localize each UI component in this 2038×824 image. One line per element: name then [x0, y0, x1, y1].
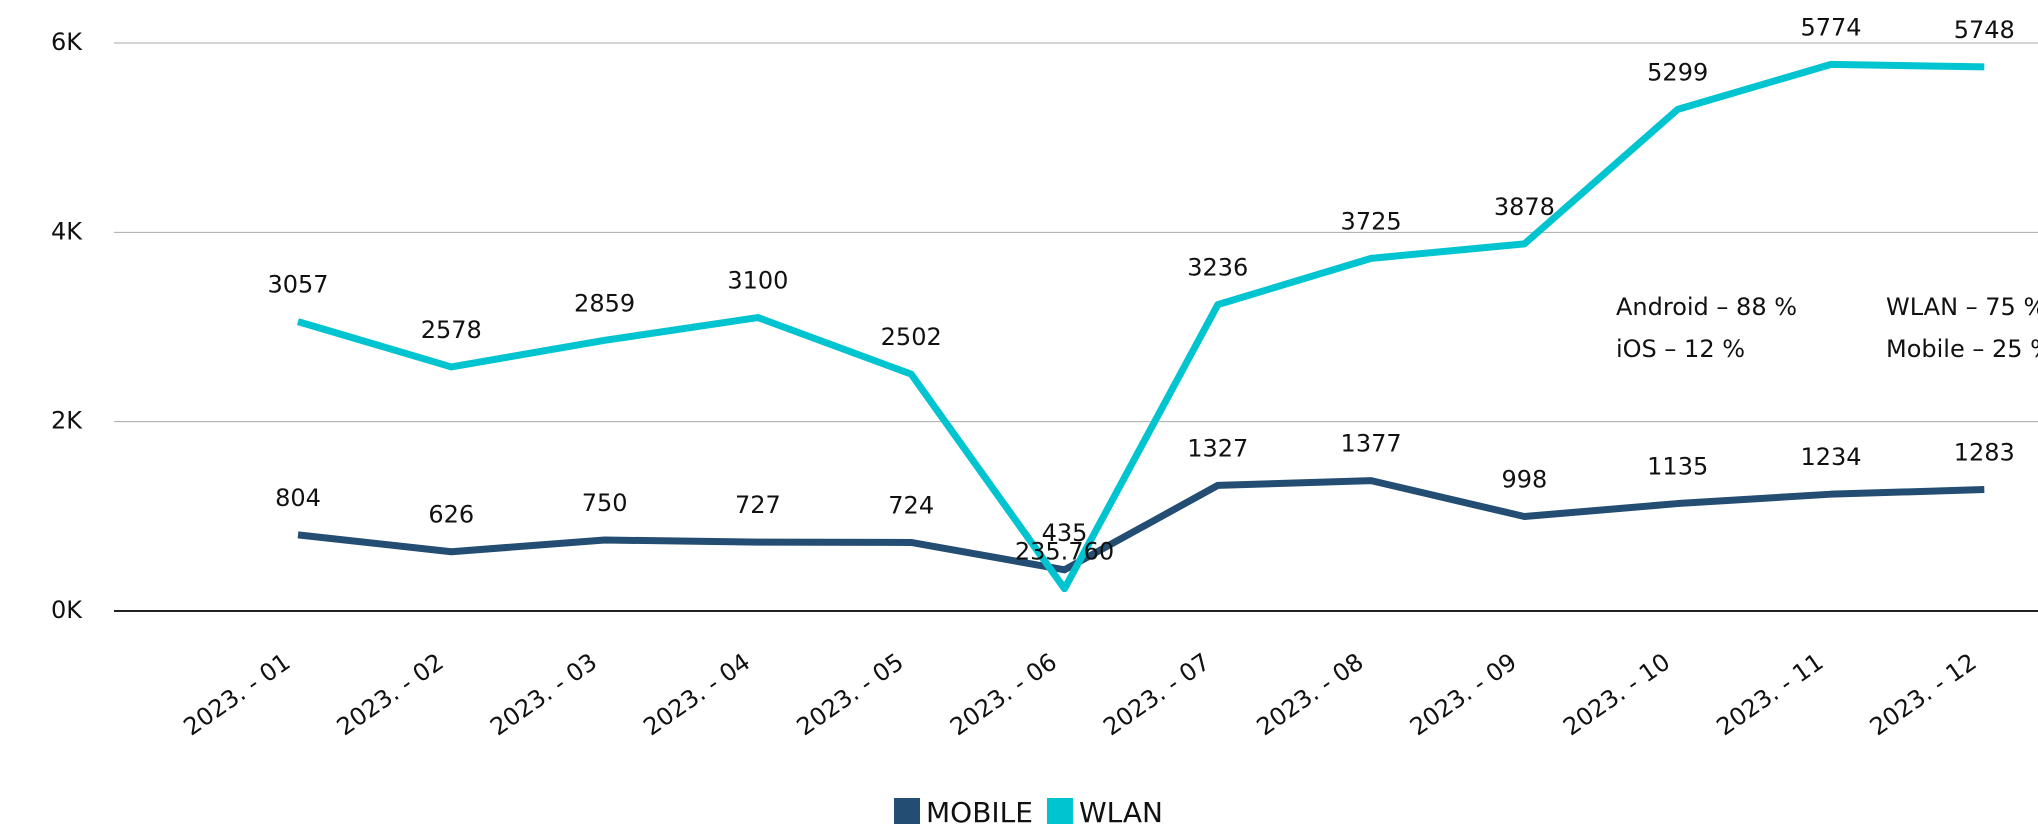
data-label: 2578: [421, 316, 482, 344]
x-tick-label: 2023. - 03: [485, 648, 602, 742]
data-label: 1377: [1341, 430, 1402, 458]
y-tick-label: 4K: [51, 217, 83, 245]
legend-swatch: [894, 798, 920, 824]
x-tick-label: 2023. - 07: [1098, 648, 1215, 742]
legend-label: MOBILE: [926, 796, 1033, 824]
annotation: Mobile – 25 %: [1886, 335, 2038, 363]
y-tick-label: 6K: [51, 28, 83, 56]
x-tick-label: 2023. - 12: [1865, 648, 1982, 742]
data-label: 435: [1042, 519, 1088, 547]
x-tick-label: 2023. - 10: [1558, 648, 1675, 742]
data-label: 235.760: [1015, 538, 1114, 566]
data-label: 5748: [1954, 16, 2015, 44]
annotation: WLAN – 75 %: [1886, 293, 2038, 321]
data-label: 804: [275, 484, 321, 512]
annotation: iOS – 12 %: [1616, 335, 1745, 363]
data-label: 998: [1501, 466, 1547, 494]
y-tick-label: 0K: [51, 596, 83, 624]
data-label: 1327: [1187, 434, 1248, 462]
y-tick-label: 2K: [51, 407, 83, 435]
data-label: 3236: [1187, 254, 1248, 282]
x-tick-label: 2023. - 01: [178, 648, 295, 742]
data-label: 724: [888, 491, 934, 519]
data-label: 3100: [727, 267, 788, 295]
x-tick-label: 2023. - 08: [1252, 648, 1369, 742]
series-line: [297, 60, 1985, 593]
x-tick-label: 2023. - 11: [1711, 648, 1828, 742]
data-label: 5774: [1800, 13, 1861, 41]
data-label: 2859: [574, 289, 635, 317]
legend-label: WLAN: [1079, 796, 1163, 824]
x-tick-label: 2023. - 04: [638, 648, 755, 742]
legend-swatch: [1046, 798, 1073, 824]
data-label: 626: [428, 501, 474, 529]
series-line: [297, 477, 1985, 574]
data-label: 1283: [1954, 439, 2015, 467]
x-tick-label: 2023. - 06: [945, 648, 1062, 742]
data-label: 727: [735, 491, 781, 519]
x-tick-label: 2023. - 09: [1405, 648, 1522, 742]
data-label: 1135: [1647, 453, 1708, 481]
data-label: 3057: [267, 271, 328, 299]
data-label: 2502: [881, 323, 942, 351]
data-label: 1234: [1800, 443, 1861, 471]
data-label: 750: [582, 489, 628, 517]
data-label: 3878: [1494, 193, 1555, 221]
annotation: Android – 88 %: [1616, 293, 1797, 321]
data-label: 3725: [1341, 207, 1402, 235]
x-tick-label: 2023. - 05: [792, 648, 909, 742]
x-tick-label: 2023. - 02: [332, 648, 449, 742]
data-label: 5299: [1647, 58, 1708, 86]
